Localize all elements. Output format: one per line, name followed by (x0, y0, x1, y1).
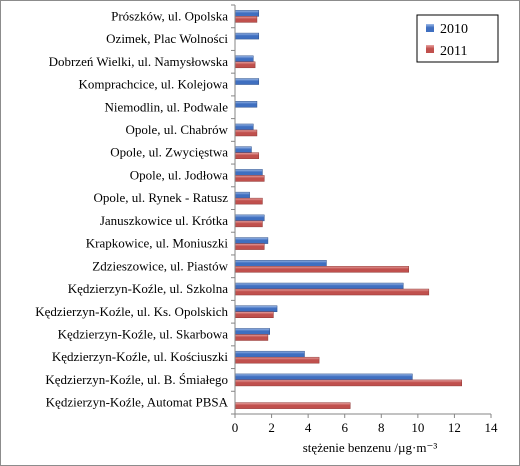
bar-2010 (234, 55, 254, 63)
bar-2011 (234, 152, 260, 159)
bar-2011 (234, 197, 263, 205)
bar-2010 (234, 78, 260, 85)
bar-2010 (234, 32, 260, 40)
bar-2010 (234, 123, 254, 131)
category-label: Januszkowice ul. Krótka (100, 213, 228, 228)
bar-2010 (234, 350, 305, 358)
bar-2010 (234, 282, 404, 290)
category-label: Opole, ul. Zwycięstwa (110, 145, 228, 160)
category-label: Komprachcice, ul. Kolejowa (79, 77, 229, 92)
bar-2011 (234, 61, 256, 69)
legend-label-2010: 2010 (440, 22, 468, 37)
bars-layer (234, 10, 462, 409)
bar-2011 (234, 402, 351, 409)
bar-2010 (234, 260, 327, 267)
category-labels: Prószków, ul. Opolska Ozimek, Plac Wolnoś… (35, 8, 228, 409)
x-axis: 0 2 4 6 8 10 12 14 (231, 4, 499, 435)
x-tick-label: 8 (378, 420, 385, 435)
bar-2010 (234, 305, 278, 312)
legend-box (416, 14, 499, 63)
category-label: Opole, ul. Rynek - Ratusz (93, 190, 228, 205)
bar-2010 (234, 237, 269, 244)
bar-2011 (234, 129, 258, 137)
bar-2011 (234, 356, 320, 364)
category-label: Kędzierzyn-Koźle, ul. Kościuszki (52, 349, 229, 364)
bar-2011 (234, 334, 269, 341)
bar-2011 (234, 379, 462, 387)
category-label: Kędzierzyn-Koźle, Automat PBSA (46, 395, 229, 410)
category-label: Dobrzeń Wielki, ul. Namysłowska (49, 54, 229, 69)
bar-2010 (234, 101, 258, 108)
bar-2010 (234, 146, 252, 153)
legend-swatch-2011 (426, 45, 434, 53)
legend: 2010 2011 (416, 14, 499, 63)
category-label: Niemodlin, ul. Podwale (105, 99, 229, 114)
x-tick-label: 12 (448, 420, 461, 435)
bar-2011 (234, 311, 274, 318)
bar-2011 (234, 243, 265, 250)
x-tick-label: 6 (341, 420, 348, 435)
x-tick-label: 14 (485, 420, 499, 435)
category-label: Kędzierzyn-Koźle, ul. Szkolna (68, 281, 229, 296)
bar-2010 (234, 373, 413, 381)
bar-2011 (234, 288, 430, 296)
bar-2011 (234, 266, 409, 273)
category-label: Opole, ul. Chabrów (125, 122, 228, 137)
bar-2010 (234, 191, 250, 199)
category-label: Kędzierzyn-Koźle, ul. Ks. Opolskich (35, 304, 228, 319)
legend-swatch-2010 (426, 24, 434, 32)
bar-2010 (234, 214, 265, 222)
category-label: Kędzierzyn-Koźle, ul. Skarbowa (58, 326, 229, 341)
bar-2011 (234, 220, 263, 228)
category-label: Ozimek, Plac Wolności (106, 31, 228, 46)
x-axis-title: stężenie benzenu /µg·m⁻³ (303, 440, 438, 455)
bar-2010 (234, 169, 263, 176)
x-tick-label: 10 (411, 420, 424, 435)
category-label: Zdzieszowice, ul. Piastów (92, 258, 228, 273)
bar-2010 (234, 328, 270, 335)
category-label: Opole, ul. Jodłowa (130, 167, 228, 182)
category-label: Prószków, ul. Opolska (111, 8, 228, 23)
bar-2010 (234, 10, 260, 17)
bar-2011 (234, 16, 258, 23)
category-label: Kędzierzyn-Koźle, ul. B. Śmiałego (45, 372, 228, 387)
bar-2011 (234, 175, 265, 182)
legend-label-2011: 2011 (440, 44, 467, 59)
x-tick-label: 4 (305, 420, 312, 435)
x-tick-label: 2 (268, 420, 275, 435)
x-tick-label: 0 (232, 420, 239, 435)
category-label: Krapkowice, ul. Moniuszki (86, 236, 229, 251)
